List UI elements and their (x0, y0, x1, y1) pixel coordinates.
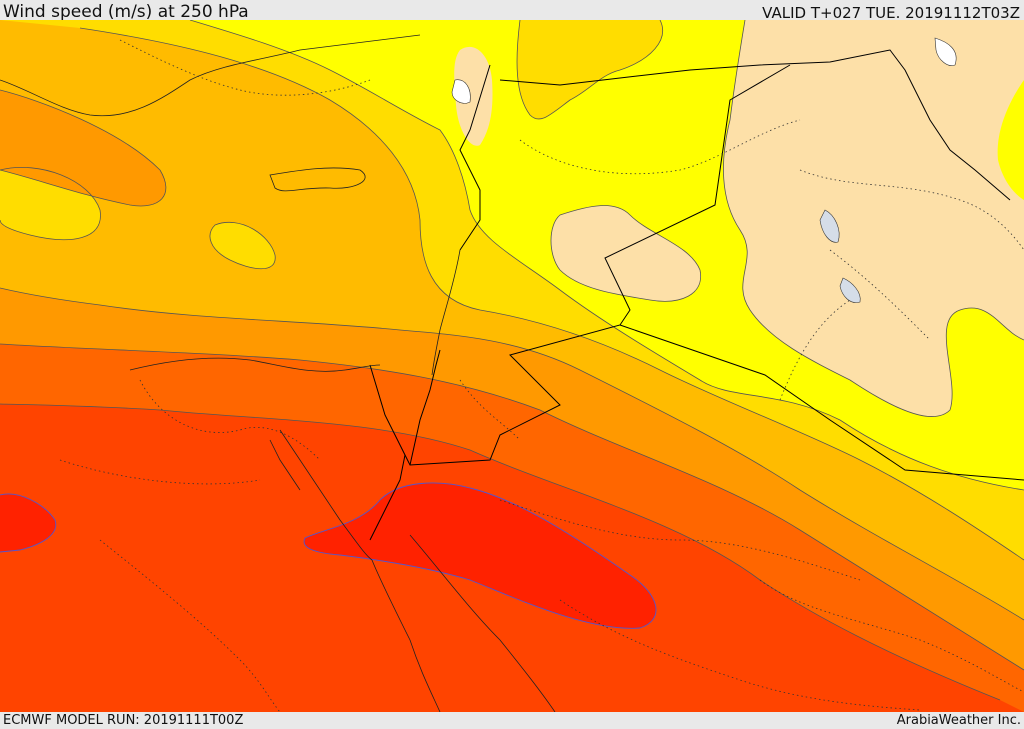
isotach-line (0, 167, 101, 241)
band-fill (210, 222, 276, 269)
header-bar (0, 0, 1024, 20)
band-fill (0, 90, 166, 206)
isotach-line (303, 482, 657, 629)
band-fill (517, 20, 663, 120)
border-line (369, 364, 406, 541)
province-line (459, 379, 521, 441)
border-line (409, 349, 441, 466)
isotach-line (0, 89, 167, 207)
coastline (129, 357, 381, 372)
lake (934, 37, 957, 66)
credit-text: ArabiaWeather Inc. (896, 713, 1021, 728)
band-fill (0, 494, 56, 552)
province-line (779, 299, 851, 401)
lake (839, 277, 861, 303)
coastline (269, 439, 301, 491)
valid-time: VALID T+027 TUE. 20191112T03Z (762, 4, 1020, 22)
band-fill (454, 46, 493, 146)
coastline (0, 34, 421, 117)
jet-core-lines (0, 482, 657, 629)
province-line (59, 459, 261, 485)
province-boundaries (59, 39, 1024, 712)
isotach-line (209, 221, 276, 270)
isotach-line (723, 20, 1024, 417)
isotach-line (0, 493, 57, 553)
model-run: ECMWF MODEL RUN: 20191111T00Z (3, 713, 244, 728)
province-line (139, 379, 321, 461)
coastlines (0, 34, 556, 712)
lake (819, 209, 840, 243)
isotach-line (550, 205, 702, 302)
isotach-line (0, 343, 1024, 671)
band-fill (723, 20, 1024, 417)
footer-bar (0, 712, 1024, 729)
isotach-lines (0, 20, 1024, 701)
border-line (499, 49, 1011, 201)
isotach-line (189, 20, 1024, 491)
isotach-line (516, 20, 663, 120)
map-title: Wind speed (m/s) at 250 hPa (3, 2, 249, 22)
border-line (459, 64, 491, 251)
band-fill (997, 80, 1024, 200)
province-line (499, 499, 861, 581)
province-line (519, 119, 801, 175)
coastline (269, 167, 366, 192)
isotach-line (0, 403, 1001, 701)
isotach-line (79, 27, 1024, 561)
band-fill (304, 483, 657, 629)
band-fill (551, 205, 701, 302)
coastline (431, 249, 461, 376)
wind-speed-map (0, 20, 1024, 712)
coastline (371, 559, 441, 712)
province-line (119, 39, 371, 96)
coastline (409, 534, 556, 712)
border-line (619, 324, 1024, 481)
lake (451, 79, 471, 104)
isotach-line (0, 287, 1024, 621)
country-borders (369, 49, 1024, 541)
coastline (279, 429, 373, 561)
